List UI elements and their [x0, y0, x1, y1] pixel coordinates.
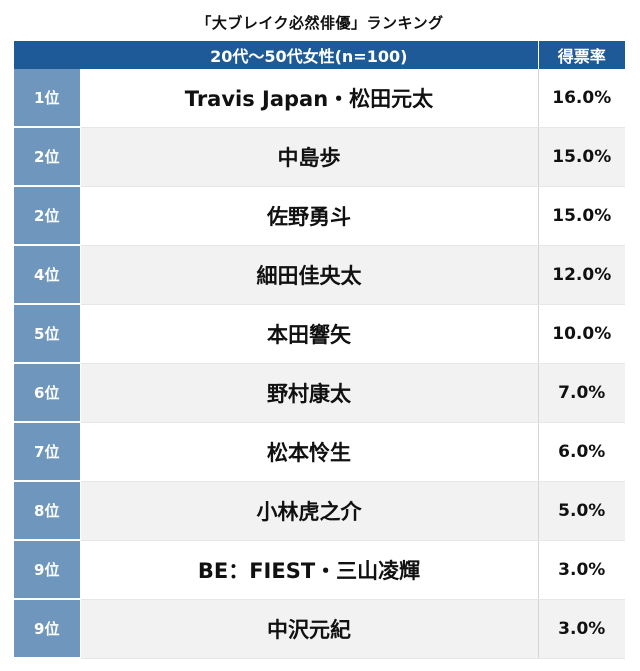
- name-cell: 野村康太: [80, 363, 539, 423]
- rate-cell: 15.0%: [538, 186, 625, 246]
- rank-cell: 9位: [14, 540, 81, 600]
- header-rate: 得票率: [538, 41, 625, 69]
- table-row: 6位 野村康太 7.0%: [14, 363, 625, 423]
- table-row: 2位 佐野勇斗 15.0%: [14, 186, 625, 246]
- name-cell: 小林虎之介: [80, 481, 539, 541]
- ranking-body: 1位 Travis Japan・松田元太 16.0% 2位 中島歩 15.0% 2位 佐野勇斗…: [14, 69, 625, 659]
- table-row: 8位 小林虎之介 5.0%: [14, 481, 625, 541]
- rank-cell: 1位: [14, 69, 81, 128]
- header-corner: [14, 41, 80, 69]
- rank-cell: 9位: [14, 599, 81, 659]
- rank-cell: 2位: [14, 186, 81, 246]
- rate-cell: 7.0%: [538, 363, 625, 423]
- table-row: 9位 中沢元紀 3.0%: [14, 599, 625, 659]
- rate-cell: 6.0%: [538, 422, 625, 482]
- table-row: 1位 Travis Japan・松田元太 16.0%: [14, 69, 625, 128]
- rank-cell: 7位: [14, 422, 81, 482]
- table-row: 7位 松本怜生 6.0%: [14, 422, 625, 482]
- rate-cell: 15.0%: [538, 127, 625, 187]
- rank-cell: 6位: [14, 363, 81, 423]
- table-row: 5位 本田響矢 10.0%: [14, 304, 625, 364]
- rate-cell: 3.0%: [538, 599, 625, 659]
- rank-cell: 5位: [14, 304, 81, 364]
- rank-cell: 8位: [14, 481, 81, 541]
- name-cell: 細田佳央太: [80, 245, 539, 305]
- header-group: 20代〜50代女性(n=100): [80, 41, 539, 69]
- ranking-table: 20代〜50代女性(n=100) 得票率 1位 Travis Japan・松田元太…: [14, 41, 625, 659]
- rate-cell: 5.0%: [538, 481, 625, 541]
- name-cell: Travis Japan・松田元太: [80, 69, 539, 128]
- rank-cell: 2位: [14, 127, 81, 187]
- name-cell: 中沢元紀: [80, 599, 539, 659]
- name-cell: 中島歩: [80, 127, 539, 187]
- chart-title: 「大ブレイク必然俳優」ランキング: [196, 14, 444, 32]
- name-cell: 佐野勇斗: [80, 186, 539, 246]
- rate-cell: 12.0%: [538, 245, 625, 305]
- rate-cell: 16.0%: [538, 69, 625, 128]
- table-row: 4位 細田佳央太 12.0%: [14, 245, 625, 305]
- name-cell: 松本怜生: [80, 422, 539, 482]
- table-header-row: 20代〜50代女性(n=100) 得票率: [14, 41, 625, 69]
- table-row: 2位 中島歩 15.0%: [14, 127, 625, 187]
- rank-cell: 4位: [14, 245, 81, 305]
- name-cell: BE：FIEST・三山凌輝: [80, 540, 539, 600]
- rate-cell: 10.0%: [538, 304, 625, 364]
- name-cell: 本田響矢: [80, 304, 539, 364]
- rate-cell: 3.0%: [538, 540, 625, 600]
- table-row: 9位 BE：FIEST・三山凌輝 3.0%: [14, 540, 625, 600]
